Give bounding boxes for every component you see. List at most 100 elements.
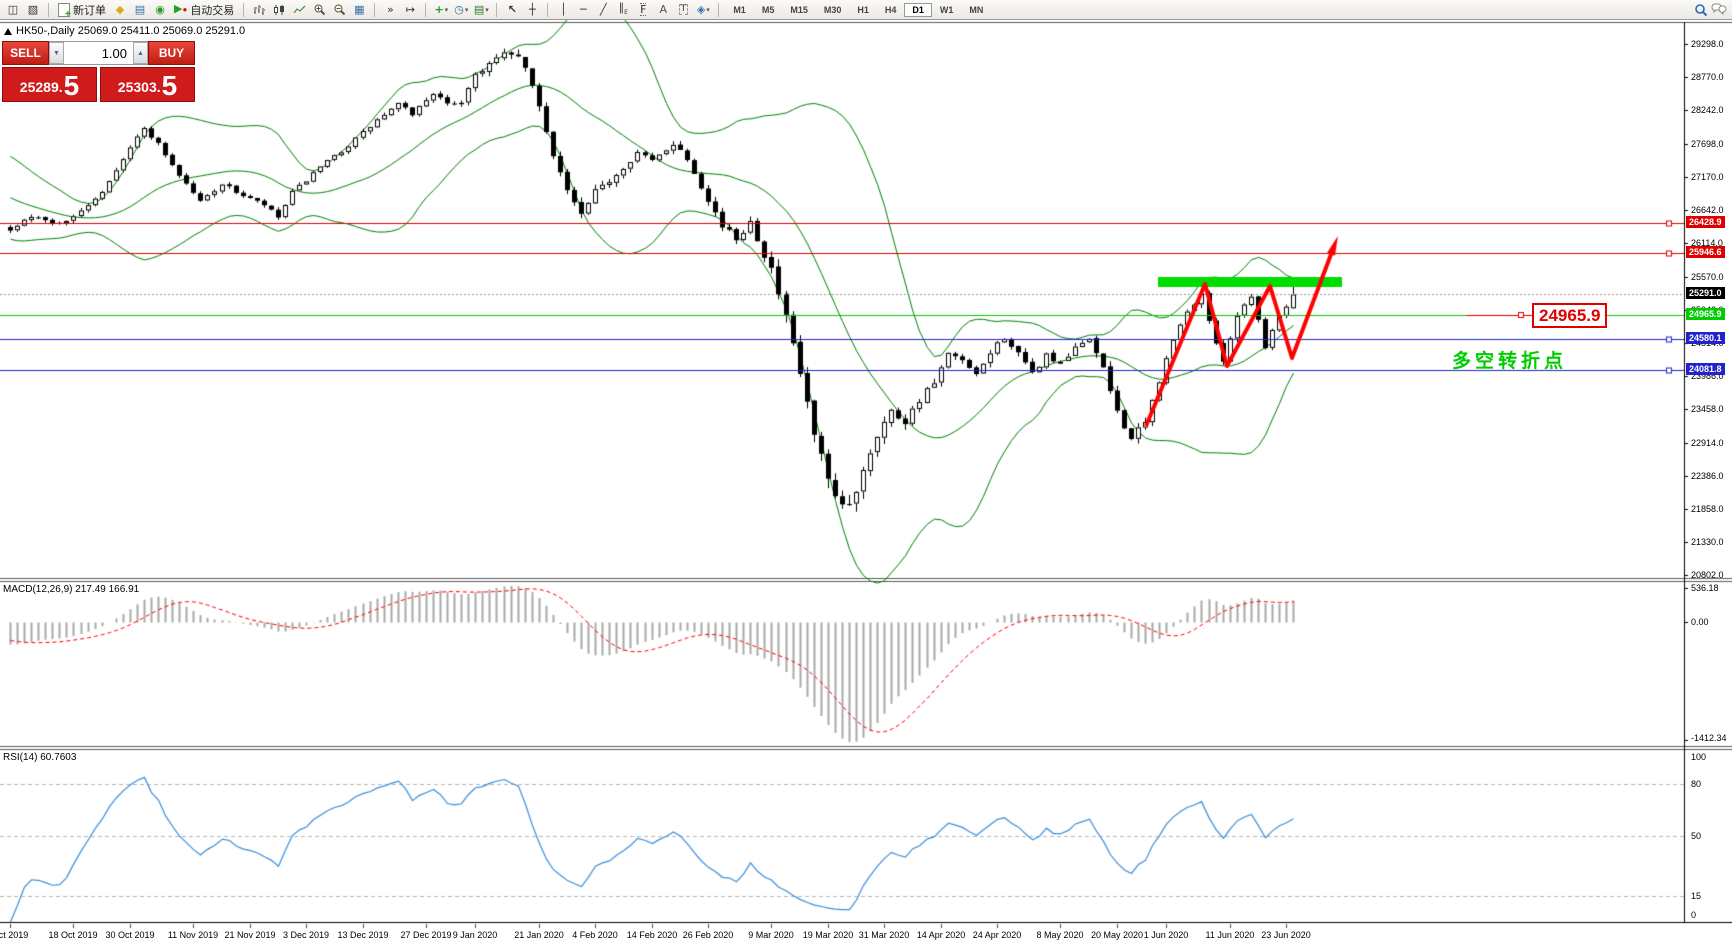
date-axis-label: 11 Nov 2019	[167, 930, 219, 940]
search-icon[interactable]	[1692, 1, 1710, 18]
chart-title: HK50-,Daily 25069.0 25411.0 25069.0 2529…	[4, 25, 245, 37]
timeframe-w1[interactable]: W1	[939, 4, 954, 15]
price-level-label: 25291.0	[1686, 287, 1725, 300]
cursor-icon[interactable]: ↖	[507, 3, 517, 16]
price-level-label: 24965.9	[1686, 307, 1725, 320]
note-text[interactable]: 多空转折点	[1452, 351, 1568, 372]
timeframe-m15[interactable]: M15	[790, 4, 808, 15]
timeframe-d1[interactable]: D1	[904, 2, 932, 17]
date-axis-label: 21 Nov 2019	[224, 930, 276, 940]
new-order-label: 新订单	[73, 4, 106, 17]
one-click-trading-panel: SELL ▼ ▲ BUY 25289. 5 25303. 5	[2, 41, 195, 102]
crosshair-icon[interactable]: ┼	[529, 3, 536, 16]
date-axis-label: 9 Mar 2020	[748, 930, 794, 940]
date-axis-label: Oct 2019	[0, 930, 29, 940]
periods-icon[interactable]: ◷ ▾	[454, 3, 469, 16]
indicators-icon[interactable]: + ▾	[434, 3, 449, 16]
timeframe-h4[interactable]: H4	[884, 4, 897, 15]
volume-increase-button[interactable]: ▲	[133, 42, 148, 64]
price-axis-tick: 29298.0	[1691, 39, 1724, 49]
timeframe-m1[interactable]: M1	[733, 4, 746, 15]
price-axis-tick: 27698.0	[1691, 139, 1724, 149]
zoom-out-icon[interactable]	[330, 1, 348, 18]
date-axis-label: 19 Mar 2020	[802, 930, 854, 940]
rsi-axis-tick: 15	[1691, 891, 1702, 902]
toolbar: ◫ ▧ + 新订单 ◆ ▤ ◉ ▶● 自动交易 ▦ » ↦ + ▾ ◷ ▾ ▤ ▾ ↖…	[0, 0, 1732, 20]
text-icon[interactable]: A	[659, 3, 668, 16]
tile-windows-icon[interactable]: ▦	[354, 3, 365, 16]
bar-chart-icon[interactable]	[250, 1, 268, 18]
data-window-icon[interactable]: ▤	[134, 3, 146, 16]
timeframe-mn[interactable]: MN	[969, 4, 984, 15]
price-axis-tick: 26642.0	[1691, 205, 1724, 215]
date-axis-label: 21 Jan 2020	[514, 930, 564, 940]
sell-price-big-digit: 5	[63, 70, 80, 101]
price-axis-tick: 23458.0	[1691, 404, 1724, 414]
date-axis-label: 27 Dec 2019	[400, 930, 452, 940]
price-axis-tick: 21858.0	[1691, 504, 1724, 514]
price-axis-tick: 28242.0	[1691, 105, 1724, 115]
macd-label: MACD(12,26,9) 217.49 166.91	[3, 584, 140, 595]
date-axis-label: 14 Apr 2020	[916, 930, 966, 940]
autotrading-label: 自动交易	[190, 4, 235, 17]
chart-title-text: HK50-,Daily 25069.0 25411.0 25069.0 2529…	[16, 25, 246, 37]
date-axis-label: 3 Dec 2019	[282, 930, 330, 940]
sell-button[interactable]: SELL	[2, 41, 49, 65]
rsi-axis-tick: 50	[1691, 831, 1702, 841]
timeframe-group: M1 M5 M15 M30 H1 H4 D1 W1 MN	[725, 2, 991, 17]
channel-icon[interactable]: ∥E	[618, 1, 628, 17]
sell-price-tile[interactable]: 25289. 5	[2, 67, 97, 102]
timeframe-h1[interactable]: H1	[857, 4, 869, 15]
candlestick-chart-icon[interactable]	[270, 1, 288, 18]
chart-window-icon[interactable]: ◫	[7, 3, 19, 16]
fibonacci-icon[interactable]: F	[640, 3, 647, 16]
price-axis-tick: 22386.0	[1691, 471, 1724, 481]
vertical-line-icon[interactable]: │	[560, 3, 567, 16]
price-axis-tick: 23986.0	[1691, 371, 1724, 381]
line-chart-icon[interactable]	[290, 1, 308, 18]
sell-price-main: 25289.	[19, 79, 63, 95]
autotrading-button[interactable]: ▶● 自动交易	[171, 1, 237, 18]
date-axis-label: 23 Jun 2020	[1261, 930, 1311, 940]
price-tag-label[interactable]: 24965.9	[1532, 303, 1608, 328]
price-level-label: 24580.1	[1686, 331, 1725, 344]
date-axis-label: 31 Mar 2020	[858, 930, 910, 940]
date-axis-label: 20 May 2020	[1090, 930, 1144, 940]
rsi-axis-tick: 80	[1691, 779, 1702, 790]
toolbar-separator	[547, 2, 549, 17]
templates-icon[interactable]: ▤ ▾	[473, 3, 489, 16]
volume-input[interactable]	[64, 42, 133, 64]
autotrading-icon: ▶●	[174, 3, 188, 15]
timeframe-m5[interactable]: M5	[761, 4, 775, 15]
shapes-icon[interactable]: ◈ ▾	[696, 3, 710, 16]
timeframe-m30[interactable]: M30	[823, 4, 842, 15]
date-axis-label: 24 Apr 2020	[972, 930, 1022, 940]
new-order-button[interactable]: + 新订单	[55, 1, 109, 19]
date-axis-label: 9 Jan 2020	[452, 930, 498, 940]
toolbar-separator	[48, 2, 49, 17]
auto-scroll-icon[interactable]: »	[386, 3, 394, 16]
toolbar-separator	[425, 2, 427, 17]
rsi-label: RSI(14) 60.7603	[3, 752, 77, 763]
volume-decrease-button[interactable]: ▼	[49, 42, 64, 64]
date-axis-label: 18 Oct 2019	[48, 930, 98, 940]
buy-price-main: 25303.	[117, 79, 161, 95]
chat-icon[interactable]	[1710, 1, 1728, 18]
zoom-in-icon[interactable]	[310, 1, 328, 18]
date-axis-label: 26 Feb 2020	[682, 930, 734, 940]
buy-price-tile[interactable]: 25303. 5	[100, 67, 195, 102]
buy-button[interactable]: BUY	[148, 41, 195, 65]
macd-axis-zero: 0.00	[1691, 616, 1709, 627]
symbol-marker-icon	[4, 27, 12, 35]
price-level-label: 24081.8	[1686, 363, 1725, 375]
market-watch-icon[interactable]: ◆	[115, 3, 125, 16]
date-axis-label: 13 Dec 2019	[337, 930, 389, 940]
trendline-icon[interactable]: ╱	[600, 3, 607, 16]
toolbar-separator	[374, 2, 376, 17]
chart-shift-icon[interactable]: ↦	[405, 3, 415, 16]
label-icon[interactable]: T	[678, 4, 689, 15]
horizontal-line-icon[interactable]: ─	[580, 3, 587, 16]
navigator-icon[interactable]: ◉	[155, 3, 165, 16]
tick-chart-icon[interactable]: ▧	[27, 3, 39, 16]
